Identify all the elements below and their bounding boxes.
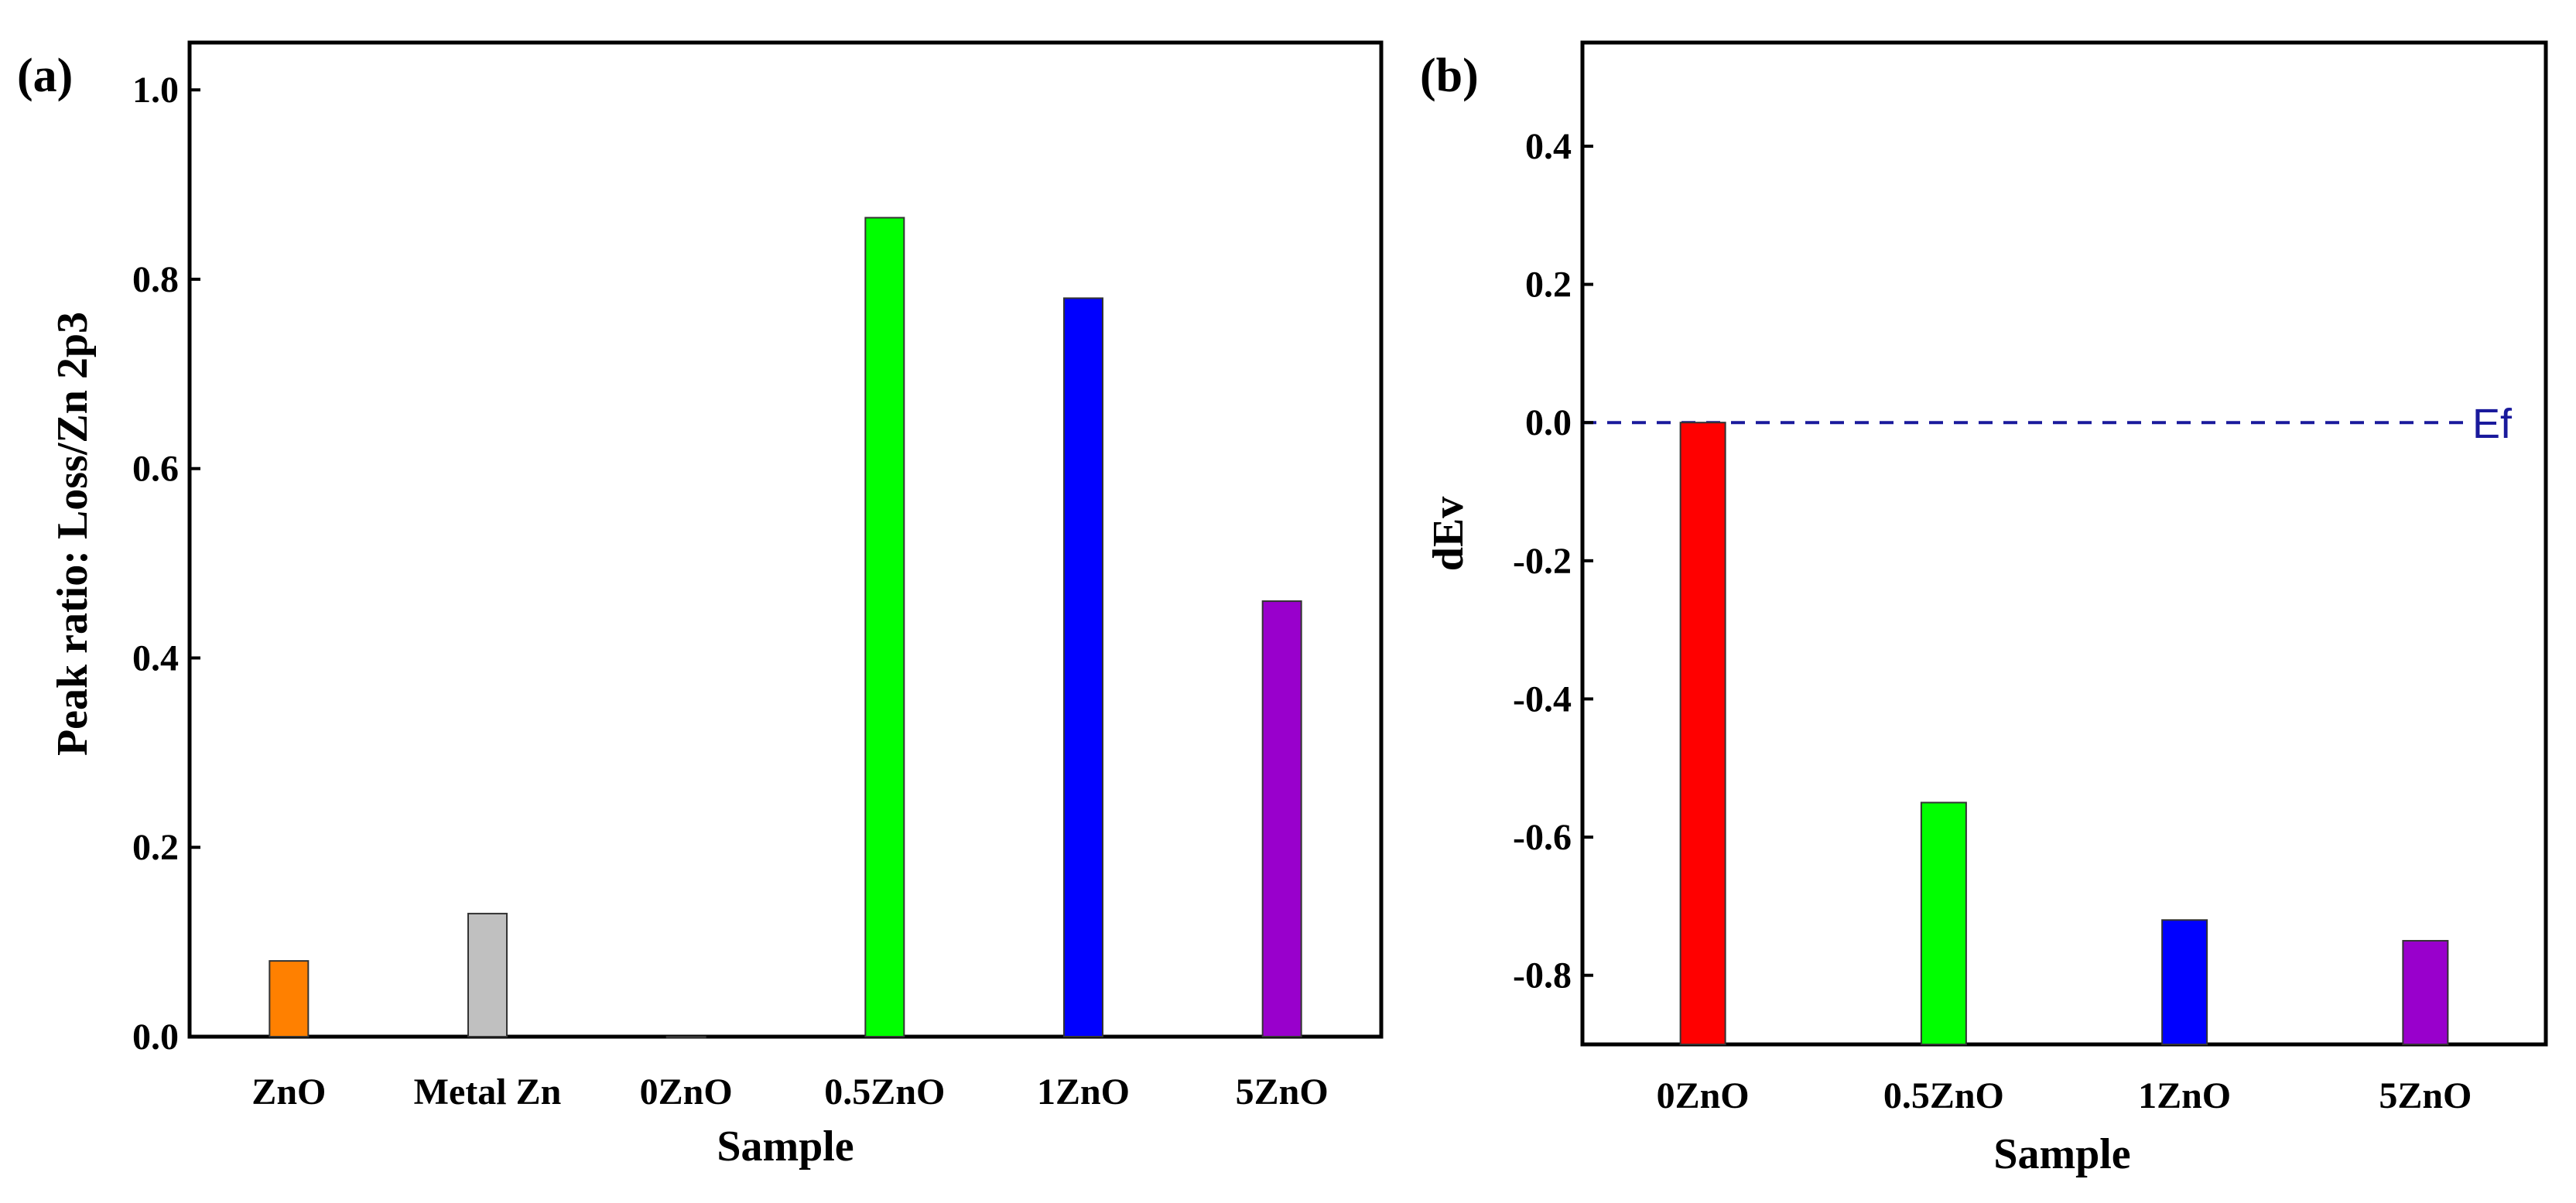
bar-5zno <box>2402 940 2449 1045</box>
bar-0-5zno <box>1920 801 1967 1046</box>
panel-b-reference-line-group: Ef <box>1582 401 2513 447</box>
panel-b-y-axis-title: dEv <box>1425 497 1473 572</box>
x-tick-label: 5ZnO <box>2379 1075 2472 1116</box>
panel-b-y-ticks: -0.8 -0.6 -0.4 -0.2 0.0 0.2 0.4 <box>1513 126 1593 996</box>
bar-1zno <box>2161 919 2208 1045</box>
y-tick-label: -0.8 <box>1513 955 1572 996</box>
panel-a-chart: (a) 0.0 0.2 0.4 0.6 0.8 1.0 ZnO Metal Zn 0ZnO 0.… <box>17 40 1384 1171</box>
panel-a-x-axis-title: Sample <box>717 1123 854 1171</box>
panel-b-x-axis-title: Sample <box>1993 1130 2130 1178</box>
y-tick-label: 0.4 <box>1525 126 1572 167</box>
y-tick-label: -0.4 <box>1513 678 1572 719</box>
panel-a-y-axis-title: Peak ratio: Loss/Zn 2p3 <box>49 312 97 756</box>
x-tick-label: 0ZnO <box>1657 1075 1750 1116</box>
panel-b-label: (b) <box>1420 50 1479 102</box>
x-tick-label: 0.5ZnO <box>824 1071 945 1112</box>
bar-5zno <box>1261 600 1302 1037</box>
y-tick-label: 0.6 <box>132 449 179 490</box>
panel-b-plot-frame <box>1580 40 2548 1047</box>
y-tick-label: -0.6 <box>1513 817 1572 858</box>
x-tick-label: ZnO <box>251 1071 326 1112</box>
y-tick-label: 0.8 <box>132 259 179 300</box>
x-tick-label: 0.5ZnO <box>1883 1075 2004 1116</box>
bar-0zno <box>1679 422 1726 1045</box>
panel-b-bars <box>1679 422 2449 1046</box>
bar-1zno <box>1063 297 1103 1037</box>
y-tick-label: 1.0 <box>132 70 179 111</box>
ef-label: Ef <box>2472 401 2513 447</box>
panel-b-chart: (b) Ef -0.8 -0.6 -0.4 -0.2 0.0 0.2 0.4 0ZnO 0.5… <box>1420 40 2548 1178</box>
bar-zno <box>269 960 310 1037</box>
x-tick-label: 1ZnO <box>1037 1071 1130 1112</box>
y-tick-label: 0.2 <box>132 827 179 868</box>
panel-a-plot-frame <box>187 40 1384 1039</box>
y-tick-label: -0.2 <box>1513 541 1572 582</box>
y-tick-label: 0.0 <box>132 1017 179 1058</box>
y-tick-label: 0.2 <box>1525 265 1572 306</box>
x-tick-label: 1ZnO <box>2138 1075 2231 1116</box>
x-tick-label: 0ZnO <box>640 1071 733 1112</box>
panel-a-y-ticks: 0.0 0.2 0.4 0.6 0.8 1.0 <box>132 70 200 1058</box>
panel-a-label: (a) <box>17 50 73 102</box>
bar-metal-zn <box>467 912 508 1038</box>
x-tick-label: Metal Zn <box>414 1071 562 1112</box>
panel-a-bars <box>269 217 1302 1038</box>
panel-b-x-ticks: 0ZnO 0.5ZnO 1ZnO 5ZnO <box>1657 1075 2472 1116</box>
panel-a-x-ticks: ZnO Metal Zn 0ZnO 0.5ZnO 1ZnO 5ZnO <box>251 1071 1328 1112</box>
y-tick-label: 0.4 <box>132 637 179 678</box>
y-tick-label: 0.0 <box>1525 402 1572 443</box>
x-tick-label: 5ZnO <box>1236 1071 1329 1112</box>
bar-0-5zno <box>864 217 905 1037</box>
